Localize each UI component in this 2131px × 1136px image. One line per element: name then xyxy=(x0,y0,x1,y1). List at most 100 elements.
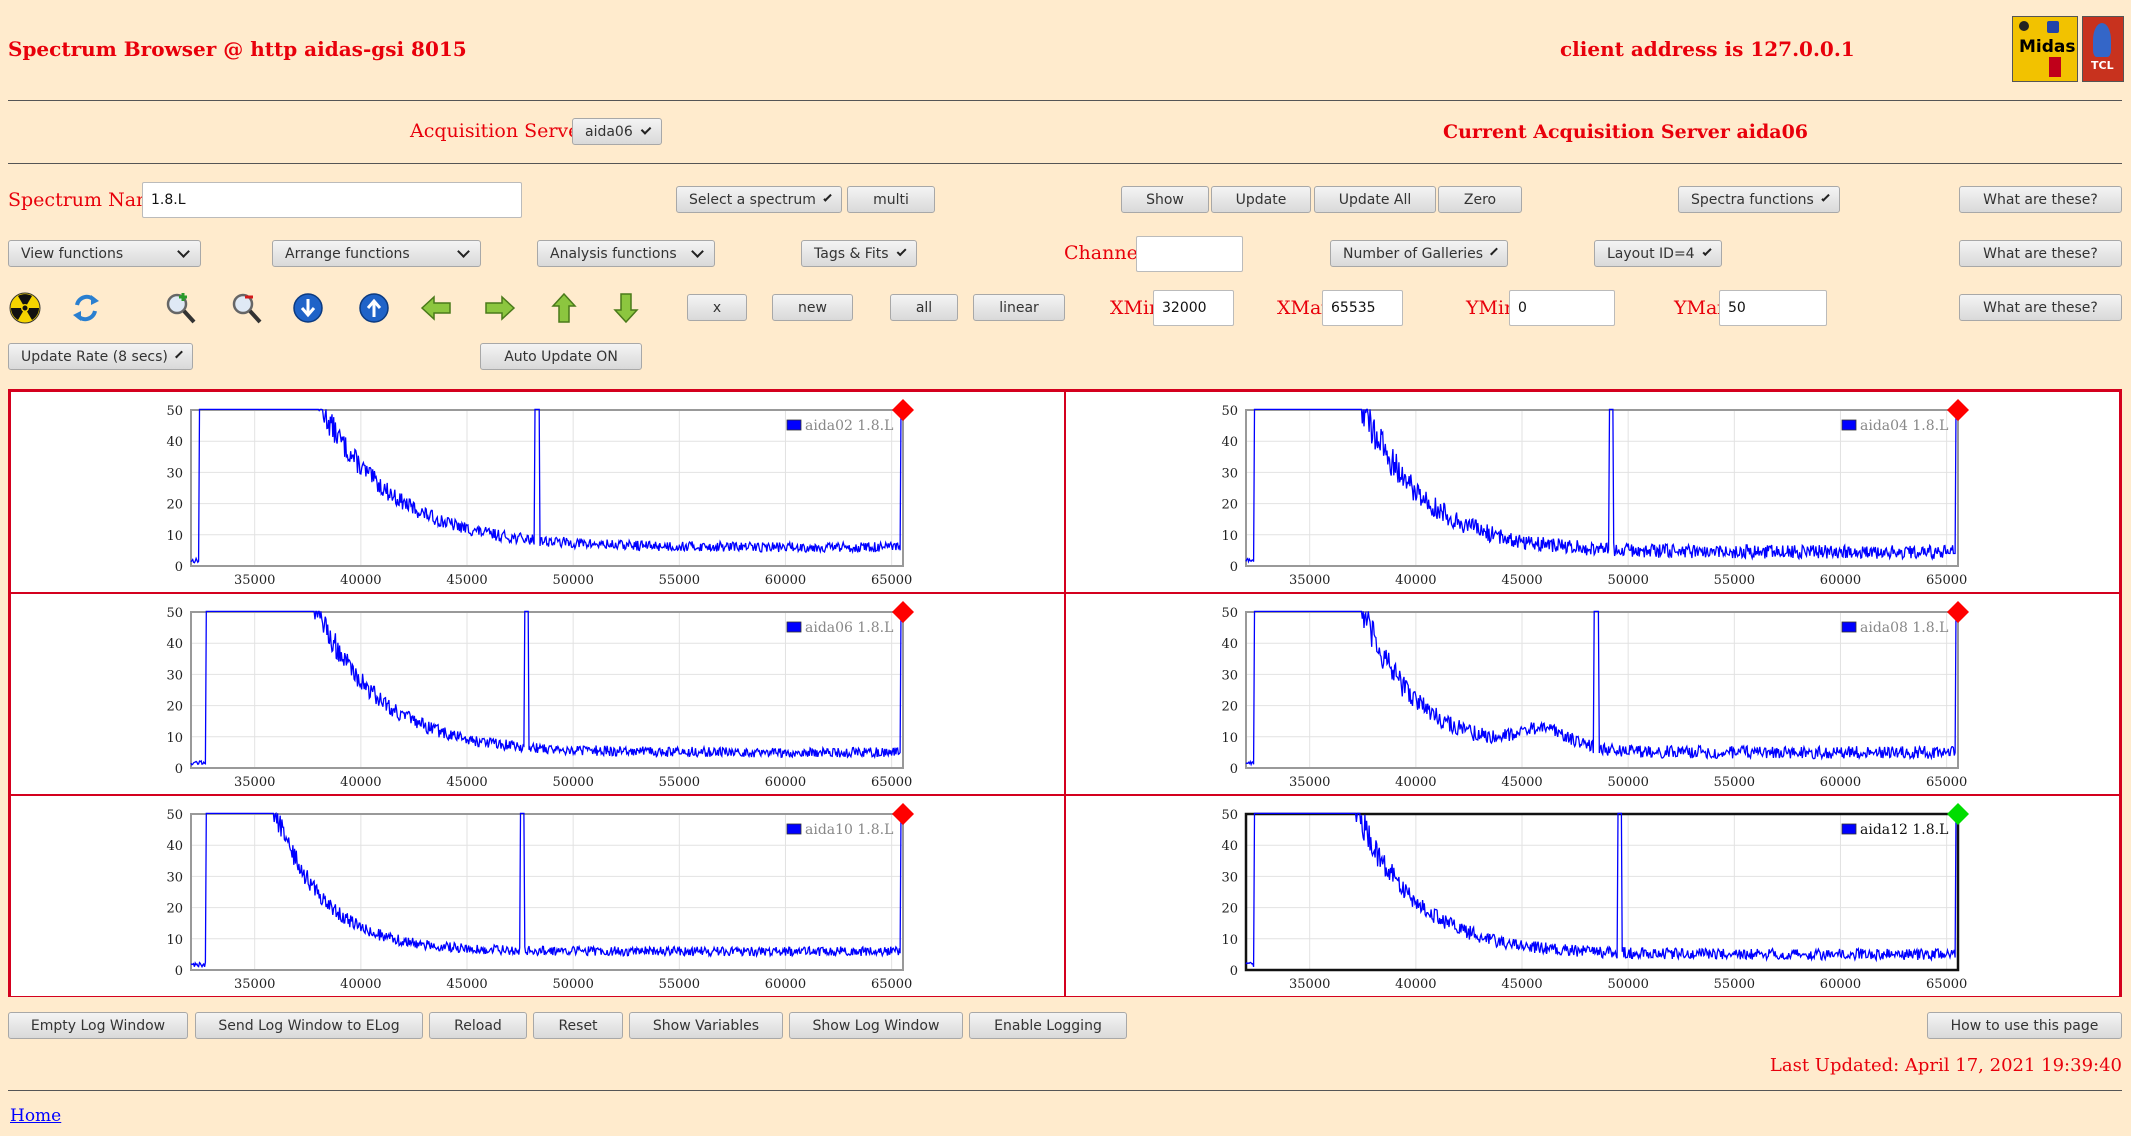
series-line xyxy=(1245,812,1958,968)
radiation-icon[interactable] xyxy=(8,291,42,325)
status-diamond-icon xyxy=(892,803,914,825)
legend-swatch xyxy=(1841,621,1857,633)
xmax-input[interactable] xyxy=(1322,290,1403,326)
acquisition-server-select[interactable]: aida06 xyxy=(572,118,662,145)
spectrum-panel[interactable]: 0 10 20 30 40 50 35000 40000 45000 50000 55000 6000… xyxy=(10,795,1065,997)
series-line xyxy=(1245,408,1958,564)
arrange-functions-select[interactable]: Arrange functions xyxy=(272,240,481,267)
x-tick-label: 65000 xyxy=(1926,977,1967,992)
y-tick-label: 40 xyxy=(1221,435,1238,450)
empty-log-window-button[interactable]: Empty Log Window xyxy=(8,1012,188,1039)
arrow-left-icon[interactable] xyxy=(419,291,453,325)
arrow-up-icon[interactable] xyxy=(547,291,581,325)
auto-update-button[interactable]: Auto Update ON xyxy=(480,343,642,370)
y-tick-label: 50 xyxy=(166,606,183,621)
show-button[interactable]: Show xyxy=(1121,186,1209,213)
scroll-up-icon[interactable] xyxy=(357,291,391,325)
tcl-logo: TCL xyxy=(2082,16,2124,82)
what-are-these-button-1[interactable]: What are these? xyxy=(1959,186,2122,213)
new-button[interactable]: new xyxy=(772,294,853,321)
series-line xyxy=(190,408,903,564)
ymin-label: YMin xyxy=(1466,297,1517,319)
all-button[interactable]: all xyxy=(890,294,958,321)
update-rate-select[interactable]: Update Rate (8 secs) xyxy=(8,343,193,370)
update-all-button[interactable]: Update All xyxy=(1314,186,1436,213)
layout-id-select[interactable]: Layout ID=4 xyxy=(1594,240,1722,267)
number-of-galleries-select[interactable]: Number of Galleries xyxy=(1330,240,1508,267)
x-tick-label: 55000 xyxy=(659,775,700,790)
y-tick-label: 10 xyxy=(166,933,183,948)
legend-swatch xyxy=(786,823,802,835)
home-link[interactable]: Home xyxy=(10,1106,62,1126)
y-tick-label: 20 xyxy=(1221,498,1238,513)
spectrum-name-input[interactable] xyxy=(142,182,522,218)
arrow-right-icon[interactable] xyxy=(483,291,517,325)
y-tick-label: 0 xyxy=(1230,560,1238,575)
status-diamond-icon xyxy=(1947,399,1969,421)
x-tick-label: 45000 xyxy=(1501,573,1542,588)
y-tick-label: 10 xyxy=(1221,933,1238,948)
x-tick-label: 50000 xyxy=(1607,775,1648,790)
y-tick-label: 20 xyxy=(166,498,183,513)
legend-label: aida08 1.8.L xyxy=(1860,620,1948,636)
spectrum-panel[interactable]: 0 10 20 30 40 50 35000 40000 45000 50000 55000 6000… xyxy=(1065,795,2120,997)
analysis-functions-select[interactable]: Analysis functions xyxy=(537,240,715,267)
spectrum-panel[interactable]: 0 10 20 30 40 50 35000 40000 45000 50000 55000 6000… xyxy=(10,391,1065,593)
x-tick-label: 50000 xyxy=(552,977,593,992)
channel-input[interactable] xyxy=(1136,236,1243,272)
x-tick-label: 35000 xyxy=(1289,573,1330,588)
legend-swatch xyxy=(1841,419,1857,431)
linear-button[interactable]: linear xyxy=(973,294,1065,321)
x-tick-label: 45000 xyxy=(1501,775,1542,790)
show-log-window-button[interactable]: Show Log Window xyxy=(789,1012,963,1039)
arrow-down-icon[interactable] xyxy=(609,291,643,325)
show-variables-button[interactable]: Show Variables xyxy=(629,1012,783,1039)
x-tick-label: 40000 xyxy=(1395,977,1436,992)
zoom-in-icon[interactable] xyxy=(163,291,197,325)
y-tick-label: 40 xyxy=(166,637,183,652)
send-log-to-elog-button[interactable]: Send Log Window to ELog xyxy=(195,1012,423,1039)
current-acquisition-server: Current Acquisition Server aida06 xyxy=(1443,121,1809,143)
ymax-input[interactable] xyxy=(1719,290,1827,326)
x-tick-label: 40000 xyxy=(340,573,381,588)
x-button[interactable]: x xyxy=(687,294,747,321)
what-are-these-button-3[interactable]: What are these? xyxy=(1959,294,2122,321)
x-tick-label: 45000 xyxy=(446,775,487,790)
update-button[interactable]: Update xyxy=(1211,186,1311,213)
last-updated: Last Updated: April 17, 2021 19:39:40 xyxy=(1769,1055,2122,1076)
x-tick-label: 35000 xyxy=(1289,775,1330,790)
y-tick-label: 40 xyxy=(166,435,183,450)
spectrum-chart: 0 10 20 30 40 50 35000 40000 45000 50000 55000 6000… xyxy=(166,601,914,790)
spectrum-gallery: 0 10 20 30 40 50 35000 40000 45000 50000 55000 6000… xyxy=(8,389,2122,997)
reload-button[interactable]: Reload xyxy=(429,1012,527,1039)
x-tick-label: 45000 xyxy=(446,977,487,992)
x-tick-label: 55000 xyxy=(1714,775,1755,790)
x-tick-label: 35000 xyxy=(234,775,275,790)
y-tick-label: 30 xyxy=(166,668,183,683)
xmin-input[interactable] xyxy=(1153,290,1234,326)
what-are-these-button-2[interactable]: What are these? xyxy=(1959,240,2122,267)
spectra-functions-select[interactable]: Spectra functions xyxy=(1678,186,1840,213)
ymin-input[interactable] xyxy=(1509,290,1615,326)
reset-button[interactable]: Reset xyxy=(533,1012,623,1039)
view-functions-select[interactable]: View functions xyxy=(8,240,201,267)
legend-swatch xyxy=(786,419,802,431)
y-tick-label: 20 xyxy=(166,700,183,715)
status-diamond-icon xyxy=(1947,803,1969,825)
zoom-out-icon[interactable] xyxy=(229,291,263,325)
spectrum-panel[interactable]: 0 10 20 30 40 50 35000 40000 45000 50000 55000 6000… xyxy=(10,593,1065,795)
select-spectrum-select[interactable]: Select a spectrum xyxy=(676,186,842,213)
spectrum-panel[interactable]: 0 10 20 30 40 50 35000 40000 45000 50000 55000 6000… xyxy=(1065,593,2120,795)
zero-button[interactable]: Zero xyxy=(1438,186,1522,213)
enable-logging-button[interactable]: Enable Logging xyxy=(969,1012,1127,1039)
y-tick-label: 10 xyxy=(166,731,183,746)
tags-fits-select[interactable]: Tags & Fits xyxy=(801,240,917,267)
multi-button[interactable]: multi xyxy=(847,186,935,213)
spectrum-panel[interactable]: 0 10 20 30 40 50 35000 40000 45000 50000 55000 6000… xyxy=(1065,391,2120,593)
how-to-use-button[interactable]: How to use this page xyxy=(1927,1012,2122,1039)
x-tick-label: 35000 xyxy=(234,573,275,588)
refresh-icon[interactable] xyxy=(69,291,103,325)
x-tick-label: 40000 xyxy=(340,775,381,790)
scroll-down-icon[interactable] xyxy=(291,291,325,325)
y-tick-label: 30 xyxy=(1221,668,1238,683)
